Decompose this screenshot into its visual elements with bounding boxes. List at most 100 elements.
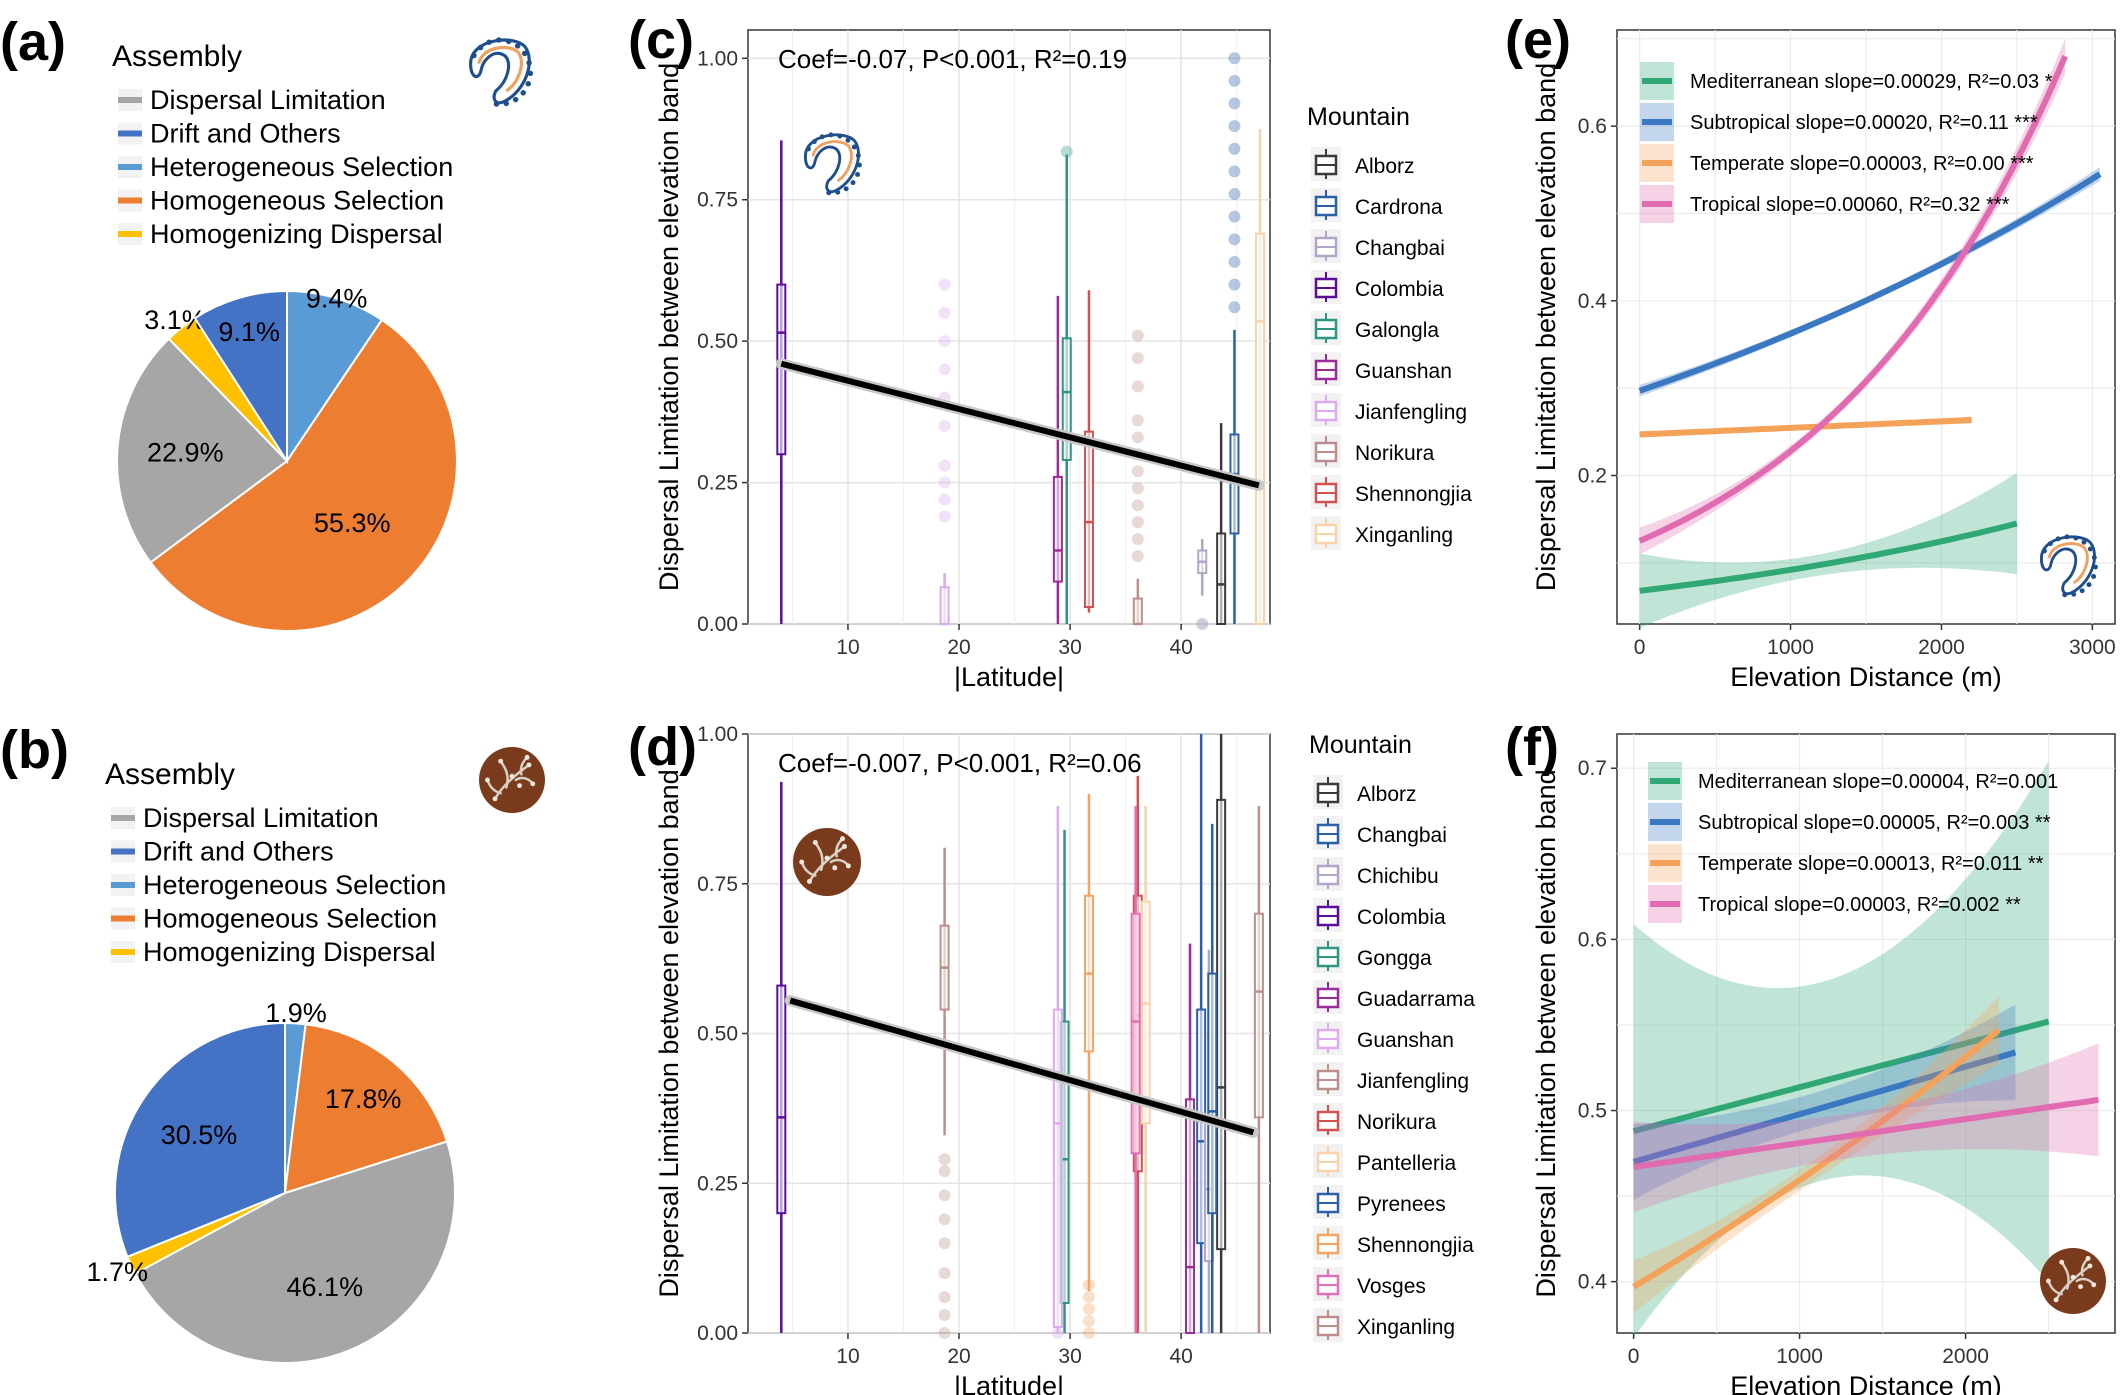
fit-curve — [1638, 171, 2102, 394]
legend-entry: Cardrona — [1355, 196, 1443, 219]
bacteria-spike — [2081, 539, 2087, 545]
box-outlier — [1228, 97, 1241, 110]
y-tick-label: 0.50 — [697, 330, 738, 353]
bacteria-spike — [2092, 564, 2098, 570]
fungi-spore — [812, 840, 818, 846]
box-outlier — [938, 335, 951, 348]
legend-entry: Alborz — [1357, 783, 1417, 806]
bacteria-spike — [2055, 536, 2061, 542]
box-outlier — [1228, 278, 1241, 291]
box-outlier — [1131, 465, 1144, 478]
box-body — [776, 984, 787, 1215]
y-axis-title: Dispersal Limitation between elevation b… — [1531, 769, 1561, 1297]
pie-slice — [113, 1021, 286, 1259]
bacteria-spike — [512, 96, 519, 103]
y-tick-label: 0.7 — [1578, 757, 1607, 780]
x-tick-label: 30 — [1058, 636, 1081, 659]
fungi-spore — [840, 836, 846, 842]
box-outlier — [938, 1291, 951, 1304]
box-outlier — [1131, 329, 1144, 342]
fungi-hyphae — [486, 756, 534, 801]
fungi-icon — [793, 828, 861, 896]
bacteria-spike — [835, 189, 841, 195]
box-outlier — [938, 1327, 951, 1339]
box-outlier — [938, 306, 951, 319]
legend-entry: Tropical slope=0.00060, R²=0.32 *** — [1690, 194, 2010, 216]
panel-label: (b) — [0, 720, 69, 780]
legend-entry: Norikura — [1355, 442, 1435, 465]
pie-slice-label: 9.1% — [218, 317, 280, 347]
legend-entry: Dispersal Limitation — [150, 85, 386, 115]
ci-band — [1639, 472, 2017, 629]
y-axis-title: Dispersal Limitation between elevation b… — [654, 769, 684, 1297]
box-body — [1132, 597, 1143, 625]
legend-entry: Pyrenees — [1357, 1193, 1446, 1216]
bacteria-core — [2047, 542, 2089, 585]
bacteria-spike — [2064, 534, 2070, 540]
fungi-spore — [524, 754, 530, 760]
legend-entry: Chichibu — [1357, 865, 1439, 888]
legend-entry: Homogenizing Dispersal — [150, 219, 443, 249]
y-tick-label: 0.25 — [697, 1172, 738, 1195]
bacteria-spike — [856, 162, 862, 168]
x-tick-label: 10 — [836, 1345, 859, 1368]
legend-entry: Temperate slope=0.00003, R²=0.00 *** — [1690, 153, 2034, 175]
legend-entry: Guadarrama — [1357, 988, 1475, 1011]
stats-annotation: Coef=-0.07, P<0.001, R²=0.19 — [778, 44, 1127, 74]
fungi-hyphae — [2047, 1257, 2095, 1302]
x-axis-title: |Latitude| — [954, 662, 1064, 692]
legend-entry: Subtropical slope=0.00020, R²=0.11 *** — [1690, 112, 2038, 134]
pie-slice — [286, 289, 384, 465]
legend-title: Mountain — [1307, 103, 1410, 131]
bacteria-icon — [469, 37, 534, 107]
legend-entry: Drift and Others — [150, 119, 341, 149]
plot-panel — [1616, 733, 2116, 1334]
box-outlier — [1060, 145, 1073, 158]
pie-slice — [133, 1140, 456, 1364]
bacteria-spike — [486, 39, 492, 45]
fungi-icon — [2040, 1248, 2106, 1314]
y-axis-title: Dispersal Limitation between elevation b… — [1531, 63, 1561, 591]
fungi-spore — [2091, 1282, 2097, 1288]
box-body — [1185, 1098, 1196, 1335]
legend-entry: Pantelleria — [1357, 1152, 1457, 1175]
legend-entry: Xinganling — [1355, 524, 1453, 547]
box-outlier — [938, 476, 951, 489]
plot-panel — [747, 29, 1271, 625]
panel-label: (c) — [628, 10, 694, 70]
legend-title: Assembly — [112, 40, 242, 73]
pie-slice-label: 55.3% — [314, 508, 391, 538]
bacteria-spike — [850, 180, 856, 186]
bacteria-icon — [2039, 534, 2098, 598]
bacteria-spike — [471, 52, 477, 59]
fungi-spore — [845, 863, 851, 869]
bacteria-spike — [526, 60, 532, 66]
fungi-spore — [2059, 1259, 2065, 1265]
box-outlier — [938, 420, 951, 432]
y-tick-label: 1.00 — [697, 723, 738, 746]
box-outlier — [938, 493, 951, 506]
y-tick-label: 0.00 — [697, 1322, 738, 1345]
box-outlier — [1228, 301, 1241, 314]
panel-label: (e) — [1505, 10, 1571, 70]
y-tick-label: 1.00 — [697, 47, 738, 70]
box-body — [1216, 798, 1227, 1251]
box-outlier — [1082, 1291, 1095, 1304]
legend-entry: Heterogeneous Selection — [150, 152, 453, 182]
bacteria-spike — [525, 81, 531, 87]
y-tick-label: 0.6 — [1578, 928, 1607, 951]
bacteria-core — [811, 140, 853, 183]
ci-band — [1633, 995, 1999, 1314]
bacteria-spike — [819, 134, 825, 140]
bacteria-spike — [2086, 582, 2092, 588]
fit-line — [789, 997, 1255, 1136]
y-tick-label: 0.4 — [1578, 1271, 1608, 1294]
box-outlier — [1131, 516, 1144, 529]
fungi-spore — [530, 781, 536, 787]
x-tick-label: 0 — [1628, 1345, 1640, 1368]
box-outlier — [938, 1213, 951, 1226]
box-outlier — [1196, 618, 1209, 630]
bacteria-spike — [527, 70, 534, 77]
panel-label: (a) — [0, 12, 66, 72]
box-outlier — [1131, 499, 1144, 512]
